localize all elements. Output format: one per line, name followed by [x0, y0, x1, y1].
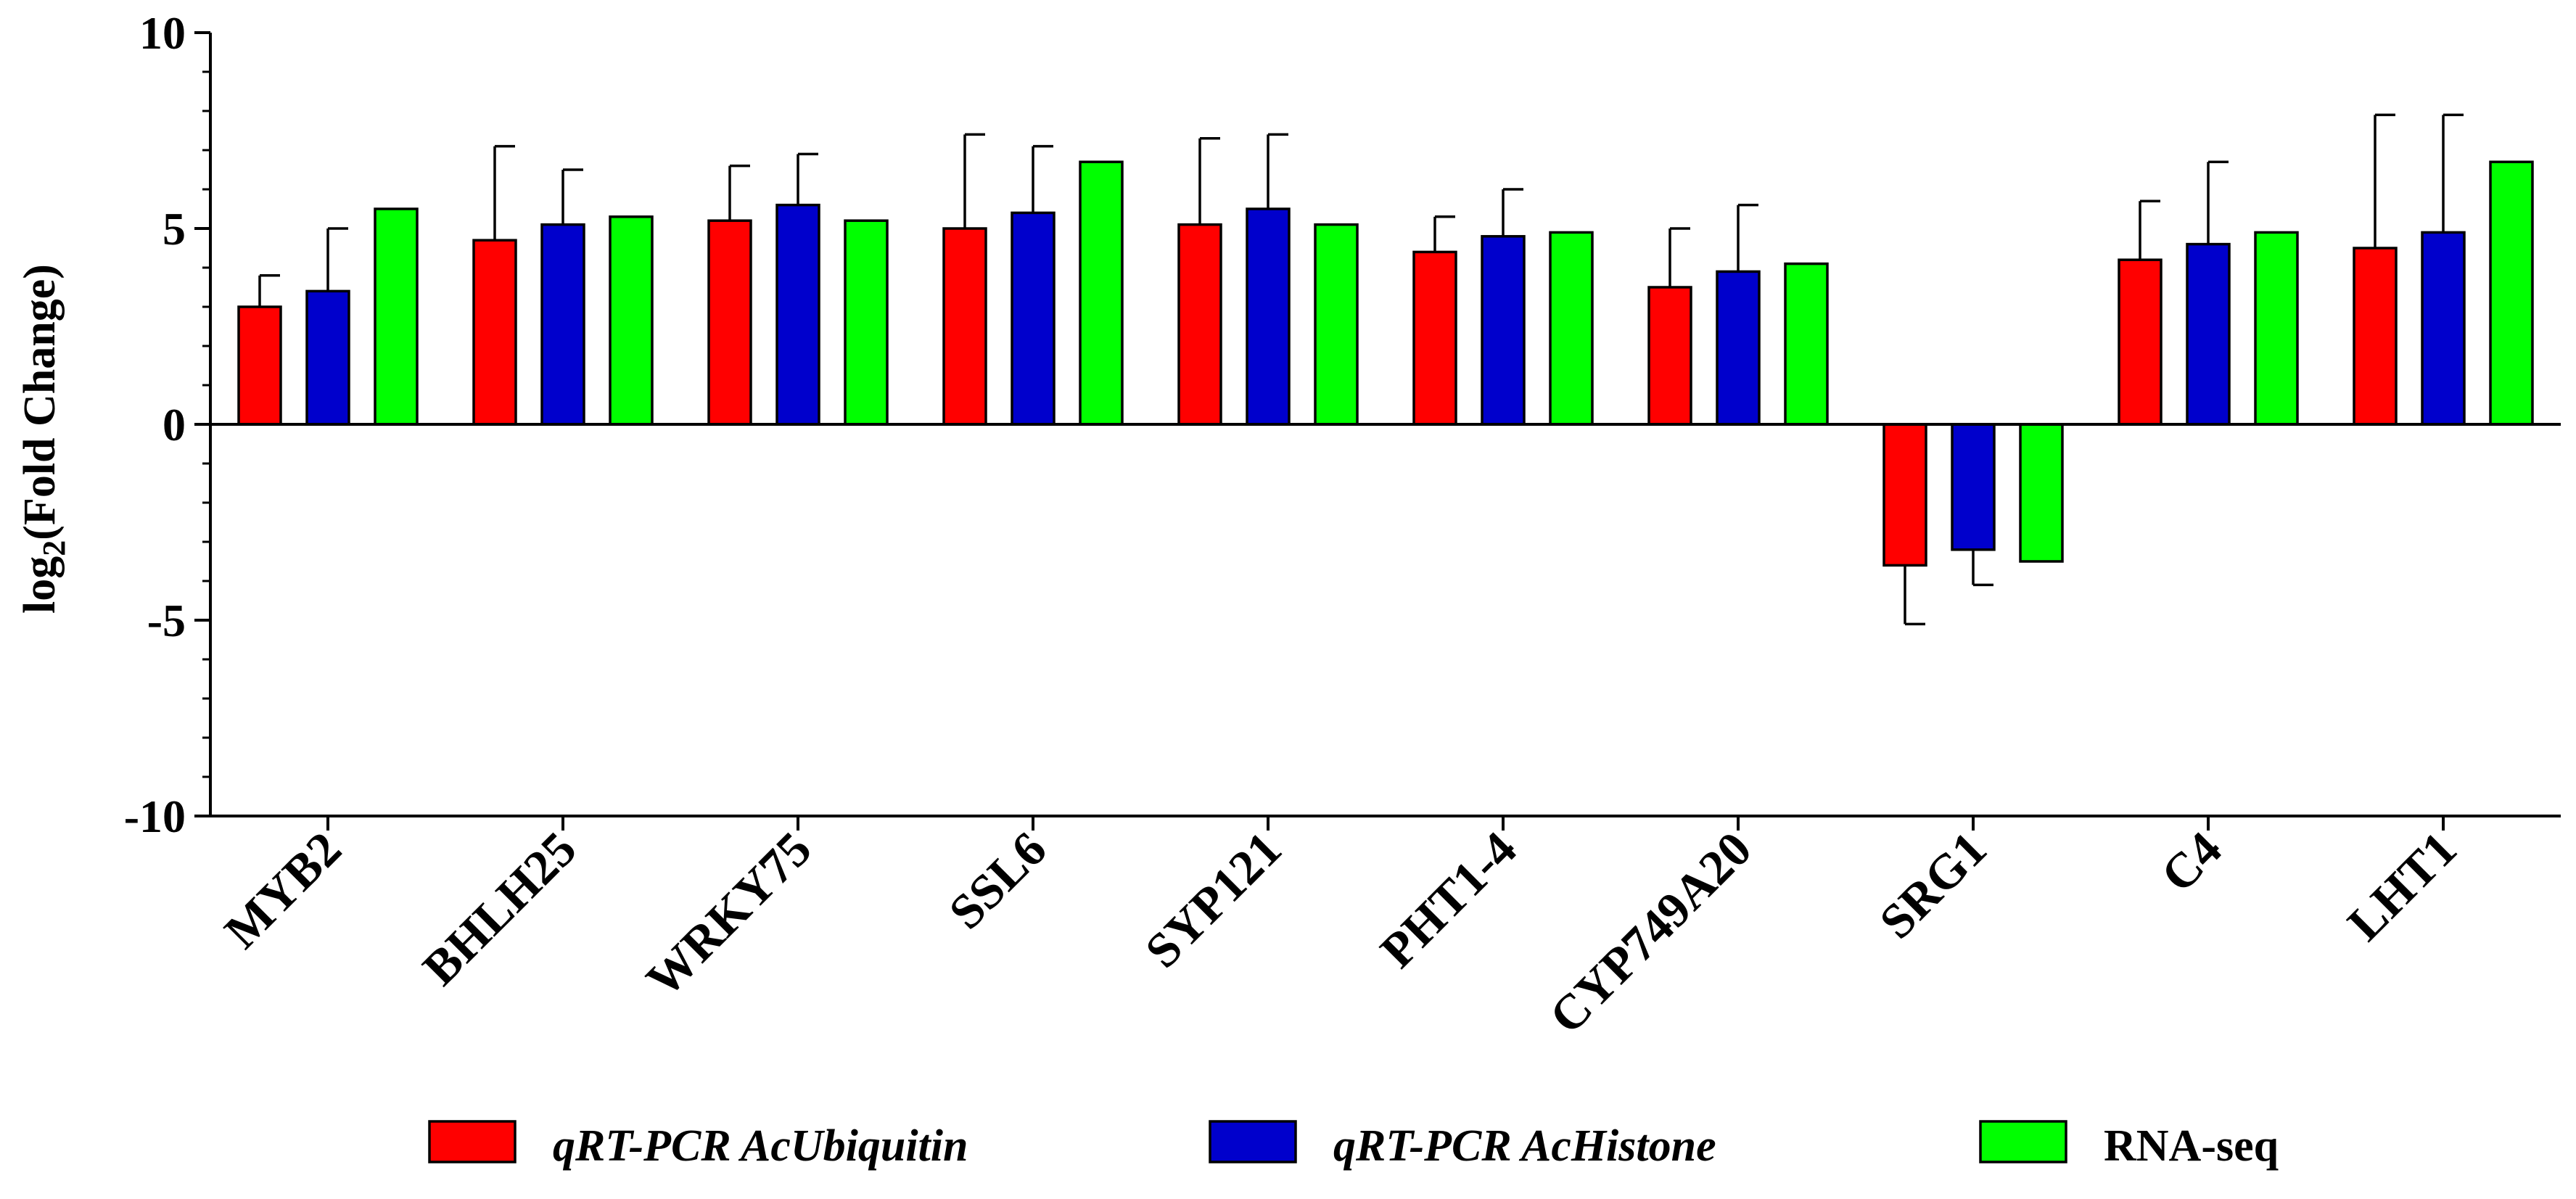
bar-wrky75-series-1 — [707, 219, 752, 426]
bar-lht1-series-2 — [2421, 231, 2466, 426]
x-category-label: WRKY75 — [635, 821, 822, 1008]
legend-swatch-series-1 — [428, 1120, 517, 1163]
bar-cyp749a20-series-3 — [1784, 262, 1829, 426]
axes-layer — [194, 31, 2561, 831]
bar-lht1-series-3 — [2489, 160, 2534, 426]
bar-cyp749a20-series-2 — [1716, 270, 1761, 426]
bar-syp121-series-2 — [1246, 207, 1291, 426]
legend: qRT-PCR AcUbiquitin qRT-PCR AcHistone RNA-… — [428, 1120, 2279, 1171]
y-tick-label: -5 — [147, 595, 186, 646]
legend-swatch-series-2 — [1209, 1120, 1297, 1163]
bar-srg1-series-1 — [1882, 423, 1927, 567]
x-category-label: BHLH25 — [412, 821, 587, 996]
error-bars-layer — [258, 113, 2464, 626]
y-tick-label: -10 — [124, 791, 186, 842]
bar-c4-series-2 — [2186, 242, 2231, 426]
bar-myb2-series-2 — [305, 289, 350, 426]
bar-syp121-series-3 — [1314, 223, 1359, 426]
bar-wrky75-series-3 — [844, 219, 889, 426]
bar-myb2-series-3 — [374, 207, 419, 426]
legend-label-series-1: qRT-PCR AcUbiquitin — [553, 1121, 968, 1171]
x-category-label: PHT1-4 — [1370, 821, 1527, 978]
bar-pht1-4-series-1 — [1412, 250, 1457, 426]
bar-c4-series-1 — [2118, 258, 2163, 426]
x-category-label: SRG1 — [1869, 821, 1997, 949]
bar-cyp749a20-series-1 — [1647, 286, 1692, 426]
bar-c4-series-3 — [2254, 231, 2299, 426]
x-category-label: SYP121 — [1135, 821, 1292, 978]
bar-bhlh25-series-3 — [609, 215, 654, 426]
legend-swatch-series-3 — [1979, 1120, 2067, 1163]
y-axis-label: log2(Fold Change) — [15, 264, 72, 614]
y-tick-label: 5 — [162, 203, 186, 255]
bar-pht1-4-series-3 — [1549, 231, 1594, 426]
bar-wrky75-series-2 — [775, 203, 820, 426]
bar-pht1-4-series-2 — [1481, 235, 1526, 426]
bar-ssl6-series-3 — [1079, 160, 1124, 426]
legend-label-series-2: qRT-PCR AcHistone — [1333, 1121, 1716, 1171]
y-tick-label: 0 — [162, 399, 186, 450]
bar-srg1-series-2 — [1951, 423, 1996, 551]
x-category-label: SSL6 — [938, 821, 1056, 939]
legend-label-series-3: RNA-seq — [2104, 1121, 2279, 1171]
bar-bhlh25-series-1 — [472, 239, 517, 426]
bar-myb2-series-1 — [237, 305, 282, 426]
labels-layer: 10 5 0 -5 -10 MYB2 BHLH25 WRKY75 SSL6 SYP121 PHT1-… — [15, 7, 2467, 1044]
bar-ssl6-series-2 — [1011, 211, 1055, 426]
bar-ssl6-series-1 — [942, 227, 987, 426]
x-category-label: LHT1 — [2337, 821, 2466, 951]
y-tick-label: 10 — [139, 7, 186, 59]
x-category-label: MYB2 — [214, 821, 352, 959]
x-category-label: CYP749A20 — [1539, 821, 1761, 1044]
bar-lht1-series-1 — [2353, 247, 2398, 426]
x-category-label: C4 — [2150, 821, 2232, 903]
bars-layer — [237, 160, 2534, 567]
bar-srg1-series-3 — [2019, 423, 2064, 563]
bar-syp121-series-1 — [1177, 223, 1222, 426]
bar-bhlh25-series-2 — [540, 223, 585, 426]
